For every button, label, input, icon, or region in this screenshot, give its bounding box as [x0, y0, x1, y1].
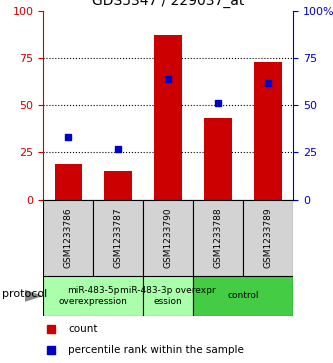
Text: protocol: protocol — [2, 289, 47, 299]
Bar — [105, 171, 132, 200]
Bar — [143, 200, 193, 276]
Text: control: control — [227, 291, 259, 300]
Text: GSM1233786: GSM1233786 — [64, 207, 73, 268]
Bar — [55, 164, 82, 200]
Title: GDS5347 / 229037_at: GDS5347 / 229037_at — [92, 0, 244, 8]
Bar — [254, 62, 282, 200]
Text: GSM1233789: GSM1233789 — [263, 207, 273, 268]
Text: GSM1233790: GSM1233790 — [164, 207, 173, 268]
Bar — [243, 200, 293, 276]
Bar — [193, 276, 293, 316]
Bar — [43, 200, 93, 276]
Bar — [193, 200, 243, 276]
Bar — [155, 36, 182, 200]
Text: miR-483-3p overexpr
ession: miR-483-3p overexpr ession — [120, 286, 216, 306]
Bar — [43, 276, 143, 316]
Text: percentile rank within the sample: percentile rank within the sample — [68, 345, 244, 355]
Text: count: count — [68, 324, 98, 334]
Bar — [143, 276, 193, 316]
Text: GSM1233787: GSM1233787 — [114, 207, 123, 268]
Polygon shape — [25, 291, 41, 301]
Bar — [204, 118, 232, 200]
Bar — [93, 200, 143, 276]
Text: GSM1233788: GSM1233788 — [213, 207, 223, 268]
Text: miR-483-5p
overexpression: miR-483-5p overexpression — [59, 286, 128, 306]
